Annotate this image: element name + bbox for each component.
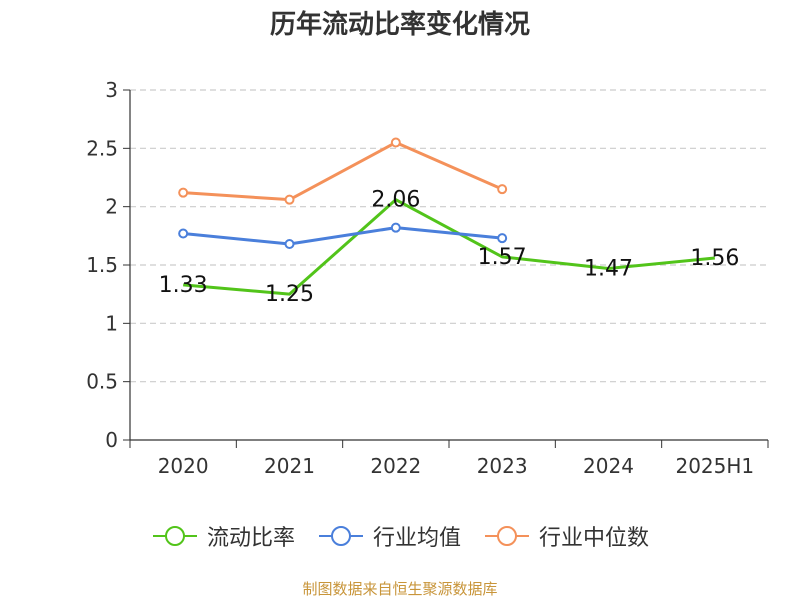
y-tick-label: 2.5: [86, 136, 118, 160]
y-tick-label: 0: [105, 428, 118, 452]
series-lines: [178, 137, 715, 296]
y-tick-label: 1.5: [86, 253, 118, 277]
data-point: [284, 194, 295, 205]
legend-label: 行业中位数: [539, 526, 650, 551]
data-label: 1.56: [690, 246, 739, 271]
x-tick-label: 2024: [583, 454, 634, 478]
y-tick-label: 1: [105, 311, 118, 335]
legend-item-industry-median[interactable]: 行业中位数: [483, 520, 649, 552]
legend: 流动比率 行业均值 行业中位数: [0, 520, 800, 552]
legend-marker-icon: [318, 526, 363, 546]
y-tick-label: 2: [105, 195, 118, 219]
x-tick-label: 2021: [264, 454, 315, 478]
data-point: [284, 239, 295, 249]
data-point: [390, 222, 401, 233]
x-tick-label: 2023: [477, 454, 528, 478]
data-source-note: 制图数据来自恒生聚源数据库: [302, 580, 498, 598]
data-labels: 1.33 1.25 2.06 1.57 1.47 1.56: [159, 188, 740, 307]
series-line-1: [183, 226, 503, 246]
legend-label: 行业均值: [372, 526, 461, 551]
y-tick-label: 3: [105, 78, 118, 102]
series-line-0: [183, 198, 715, 296]
chart-title: 历年流动比率变化情况: [269, 10, 530, 40]
data-label: 1.25: [265, 282, 314, 307]
data-label: 1.47: [584, 257, 633, 282]
data-point: [178, 228, 189, 239]
legend-marker-icon: [485, 526, 529, 546]
axes: 0 0.5 1 1.5 2 2.5 3 2020 2021 2022 2023 2024 2025H1: [86, 78, 769, 478]
x-tick-label: 2025H1: [675, 454, 754, 478]
legend-marker-icon: [152, 526, 197, 546]
legend-item-industry-mean[interactable]: 行业均值: [317, 520, 461, 552]
series-line-2: [183, 141, 503, 202]
data-point: [497, 184, 508, 195]
legend-item-current-ratio[interactable]: 流动比率: [151, 520, 295, 552]
x-tick-label: 2020: [158, 454, 209, 478]
gridlines: [130, 89, 768, 383]
data-point: [390, 137, 401, 148]
data-point: [178, 187, 189, 198]
data-label: 2.06: [371, 188, 420, 213]
data-point: [497, 233, 508, 244]
legend-label: 流动比率: [206, 526, 295, 551]
x-tick-label: 2022: [370, 454, 421, 478]
data-label: 1.57: [478, 245, 527, 270]
data-label: 1.33: [159, 273, 208, 298]
y-tick-label: 0.5: [86, 370, 118, 394]
